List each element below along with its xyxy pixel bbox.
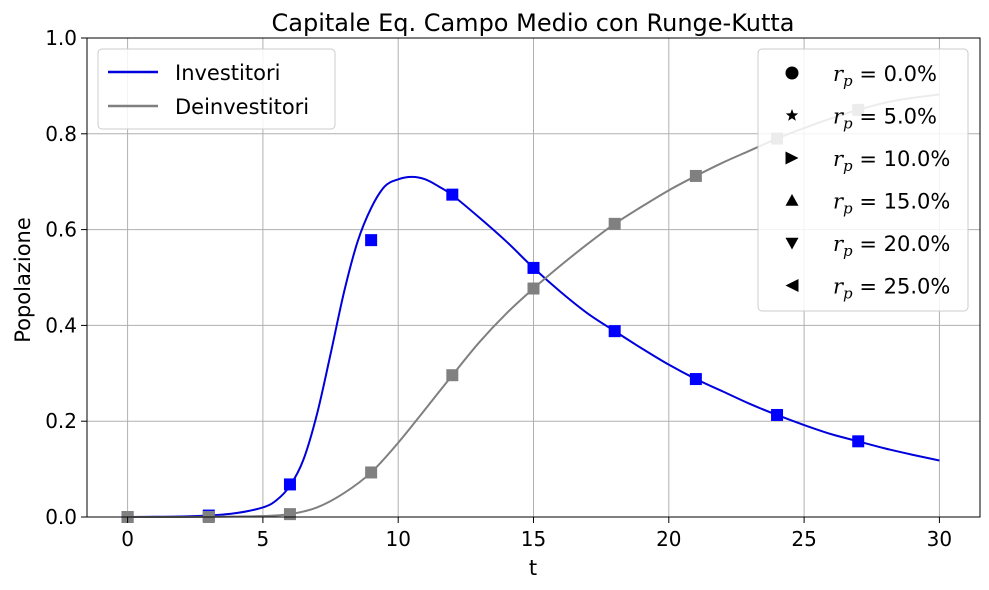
triangle-down-marker-icon [785,237,799,250]
data-point-investitori [283,478,296,491]
data-point-investitori [852,435,865,448]
circle-marker-icon [785,66,799,80]
legend-marker-label: rp = 25.0% [833,275,950,303]
x-tick-label: 25 [791,527,816,551]
triangle-right-marker-icon [785,151,799,165]
x-tick-label: 30 [927,527,952,551]
chart-title: Capitale Eq. Campo Medio con Runge-Kutta [272,9,795,37]
y-tick-label: 0.4 [45,313,77,337]
legend-markers-frame [757,48,969,312]
data-point-deinvestitori [365,466,378,479]
legend-line-label: Investitori [175,61,280,85]
data-point-deinvestitori [608,217,621,230]
legend-marker-label: rp = 5.0% [833,105,937,133]
triangle-left-marker-icon [785,279,799,292]
ticks: 0 5 10 15 20 25 30 0.0 0.2 0.4 0.6 0.8 1.0 [45,26,952,551]
legend-marker-label: rp = 0.0% [833,62,937,90]
data-point-deinvestitori [446,369,459,382]
data-point-investitori [689,373,702,386]
legend-marker-label: rp = 10.0% [833,147,950,175]
legend-markers: rp = 0.0% rp = 5.0% rp = 10.0% rp = 15.0% rp… [757,48,969,312]
x-tick-label: 20 [656,527,681,551]
data-point-investitori [608,325,621,338]
x-tick-label: 15 [521,527,546,551]
y-tick-label: 0.2 [45,409,77,433]
x-tick-label: 0 [121,527,134,551]
y-tick-label: 1.0 [45,26,77,50]
legend-lines-frame [97,48,336,130]
x-tick-label: 10 [385,527,410,551]
y-axis-label: Popolazione [11,217,35,343]
x-tick-label: 5 [257,527,270,551]
data-point-investitori [771,408,784,421]
y-tick-label: 0.0 [45,505,77,529]
series-investitori [121,175,940,523]
data-point-deinvestitori [527,282,540,295]
legend-marker-label: rp = 20.0% [833,232,950,260]
data-point-investitori [527,261,540,274]
legend-line-label: Deinvestitori [175,95,309,119]
legend-marker-label: rp = 15.0% [833,190,950,218]
triangle-up-marker-icon [785,194,799,206]
data-point-deinvestitori [689,169,702,182]
data-point-investitori [365,234,378,247]
star-marker-icon [785,109,799,121]
y-tick-label: 0.6 [45,218,77,242]
legend-lines: Investitori Deinvestitori [97,48,336,130]
x-axis-label: t [529,556,537,580]
y-tick-label: 0.8 [45,122,77,146]
data-point-investitori [446,188,459,201]
data-point-deinvestitori [283,508,296,521]
